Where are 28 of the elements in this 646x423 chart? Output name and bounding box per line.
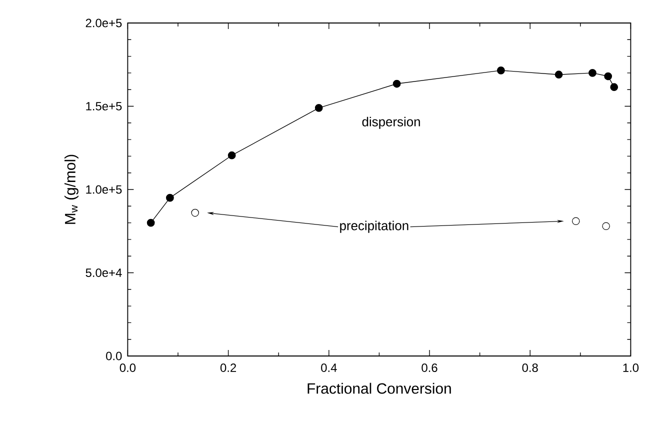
point bbox=[588, 69, 596, 77]
point bbox=[602, 222, 610, 230]
point bbox=[554, 70, 563, 79]
x-tick-label: 1.0 bbox=[623, 364, 639, 372]
y-axis-title: M$_{w}$ (g/mol) bbox=[64, 154, 78, 224]
point bbox=[191, 208, 199, 217]
annotation: precipitation bbox=[340, 220, 408, 233]
point bbox=[572, 217, 580, 226]
x-tick-label: 0.4 bbox=[321, 364, 337, 372]
point bbox=[610, 83, 618, 92]
point bbox=[314, 104, 323, 112]
x-tick-label: 0.0 bbox=[120, 364, 136, 372]
y-tick-label: 0.0 bbox=[106, 352, 122, 360]
point bbox=[496, 66, 505, 74]
point bbox=[392, 80, 401, 88]
x-tick-label: 0.2 bbox=[220, 364, 236, 372]
point bbox=[228, 151, 236, 160]
x-tick-label: 0.8 bbox=[522, 364, 538, 372]
y-tick-label: 1.5e+5 bbox=[86, 102, 122, 110]
y-tick-label: 5.0e+4 bbox=[86, 268, 122, 277]
point bbox=[604, 72, 612, 80]
y-tick-label: 1.0e+5 bbox=[86, 185, 122, 194]
x-tick-label: 0.6 bbox=[422, 364, 438, 372]
point bbox=[166, 194, 174, 202]
y-tick-label: 2.0e+5 bbox=[86, 18, 122, 28]
x-axis-title: Fractional Conversion bbox=[308, 382, 451, 394]
point bbox=[146, 218, 155, 227]
annotation: dispersion bbox=[362, 116, 420, 129]
